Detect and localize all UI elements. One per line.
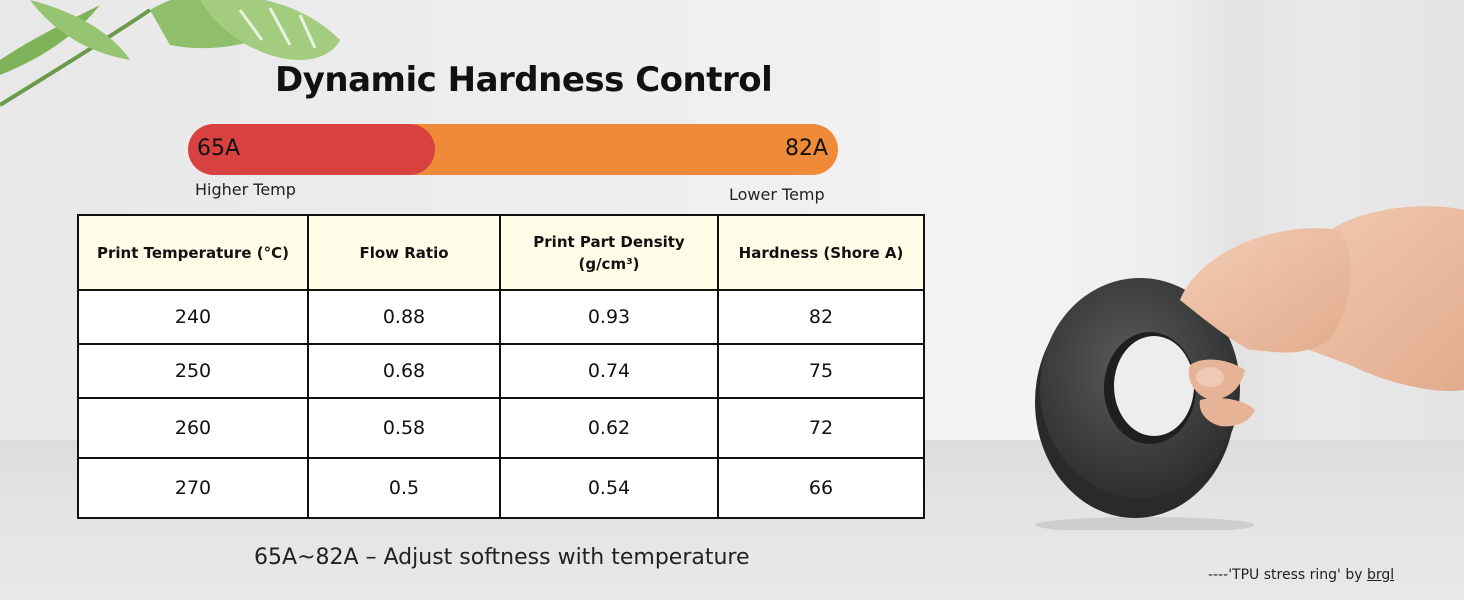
- cell-density: 0.62: [499, 397, 719, 459]
- cell-flow-ratio: 0.88: [307, 289, 501, 345]
- credit-author-link[interactable]: brgl: [1366, 567, 1395, 583]
- header-print-part-density: Print Part Density (g/cm³): [499, 214, 719, 291]
- cell-density: 0.74: [499, 343, 719, 399]
- max-hardness-label: 82A: [784, 136, 828, 161]
- table-row: 250 0.68 0.74 75: [77, 343, 925, 399]
- cell-flow-ratio: 0.68: [307, 343, 501, 399]
- cell-density: 0.93: [499, 289, 719, 345]
- cell-flow-ratio: 0.5: [307, 457, 501, 519]
- page-title: Dynamic Hardness Control: [275, 60, 773, 100]
- header-hardness: Hardness (Shore A): [717, 214, 925, 291]
- header-density-line2: (g/cm³): [578, 254, 640, 273]
- table-row: 270 0.5 0.54 66: [77, 457, 925, 519]
- lower-temp-caption: Lower Temp: [729, 185, 825, 204]
- hardness-table: Print Temperature (°C) Flow Ratio Print …: [77, 214, 925, 519]
- cell-flow-ratio: 0.58: [307, 397, 501, 459]
- tagline: 65A~82A – Adjust softness with temperatu…: [254, 545, 750, 570]
- higher-temp-caption: Higher Temp: [195, 180, 296, 199]
- cell-temperature: 240: [77, 289, 309, 345]
- tpu-ring-in-hand: [1035, 206, 1464, 530]
- cell-temperature: 250: [77, 343, 309, 399]
- cell-hardness: 75: [717, 343, 925, 399]
- soft-range-fill: [188, 124, 435, 175]
- header-print-temperature: Print Temperature (°C): [77, 214, 309, 291]
- header-density-line1: Print Part Density: [533, 232, 685, 251]
- cell-density: 0.54: [499, 457, 719, 519]
- cell-temperature: 260: [77, 397, 309, 459]
- cell-hardness: 66: [717, 457, 925, 519]
- hardness-range-bar: 65A 82A: [188, 124, 838, 175]
- credit-text: ----'TPU stress ring' by: [1208, 567, 1367, 583]
- table-row: 260 0.58 0.62 72: [77, 397, 925, 459]
- table-header-row: Print Temperature (°C) Flow Ratio Print …: [77, 214, 925, 291]
- photo-credit: ----'TPU stress ring' by brgl: [1208, 567, 1394, 583]
- min-hardness-label: 65A: [197, 136, 241, 161]
- monstera-leaf-icon: [0, 0, 340, 107]
- cell-temperature: 270: [77, 457, 309, 519]
- header-flow-ratio: Flow Ratio: [307, 214, 501, 291]
- table-row: 240 0.88 0.93 82: [77, 289, 925, 345]
- cell-hardness: 72: [717, 397, 925, 459]
- cell-hardness: 82: [717, 289, 925, 345]
